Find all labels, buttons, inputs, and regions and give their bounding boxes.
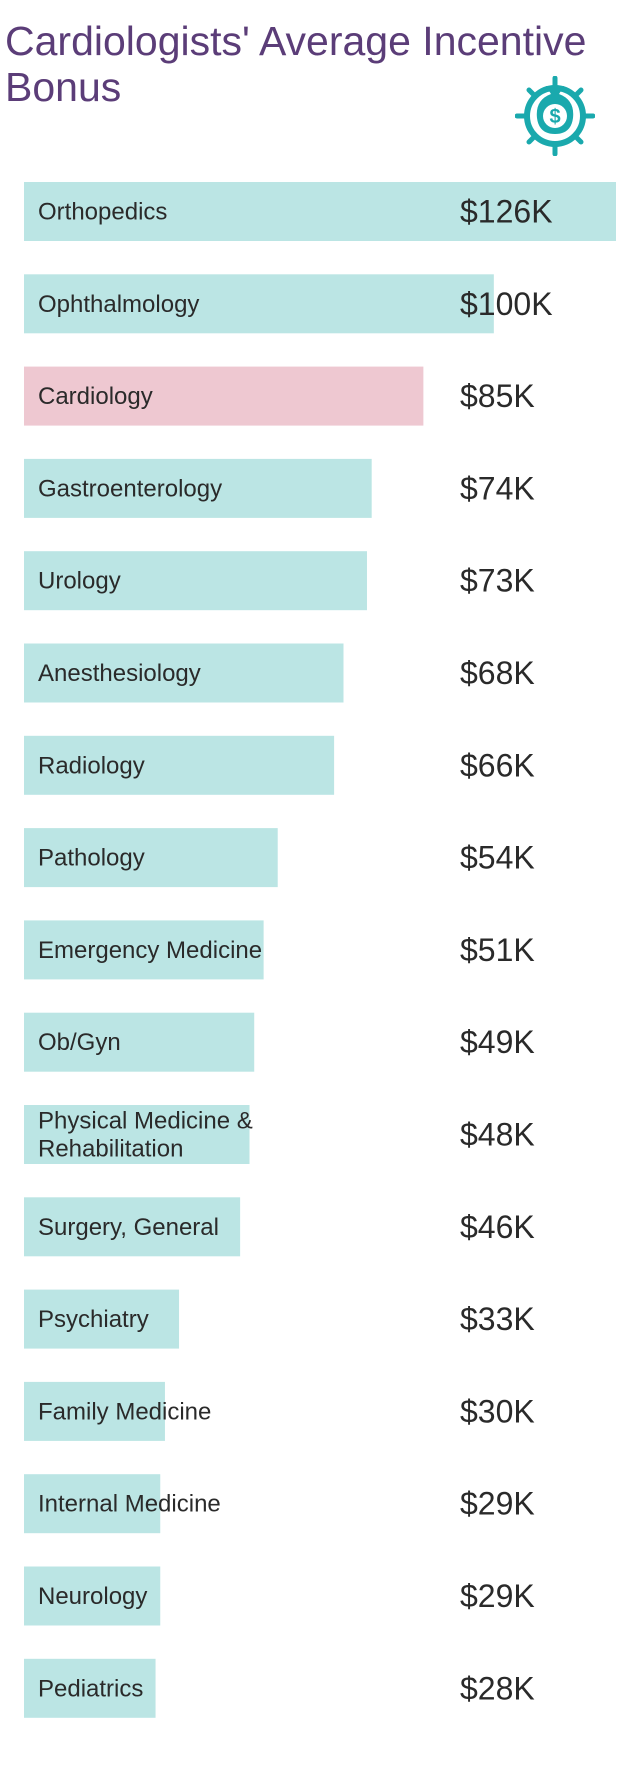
category-label: Physical Medicine & Rehabilitation — [38, 1108, 253, 1163]
value-label: $33K — [460, 1301, 535, 1337]
bar-10 — [24, 1105, 250, 1164]
value-label: $49K — [460, 1024, 535, 1060]
category-label: Surgery, General — [38, 1214, 219, 1241]
value-label: $51K — [460, 932, 535, 968]
bar-0 — [24, 182, 616, 241]
chart-title: Cardiologists' Average Incentive Bonus — [5, 18, 587, 110]
bar-16 — [24, 1658, 156, 1718]
bar-9 — [24, 1012, 255, 1072]
category-label: Psychiatry — [38, 1306, 149, 1333]
bar-7 — [24, 828, 278, 888]
bar-15 — [24, 1566, 161, 1626]
bar-8 — [24, 920, 264, 980]
category-label: Pediatrics — [38, 1675, 143, 1702]
category-label: Cardiology — [38, 383, 153, 410]
value-label: $126K — [460, 194, 553, 230]
value-label: $30K — [460, 1393, 535, 1429]
bar-6 — [24, 735, 335, 795]
category-label: Ob/Gyn — [38, 1029, 121, 1056]
value-label: $74K — [460, 470, 535, 506]
category-label: Gastroenterology — [38, 475, 222, 502]
value-label: $48K — [460, 1117, 535, 1153]
bar-11 — [24, 1197, 241, 1257]
category-label: Urology — [38, 568, 121, 595]
money-bag-target-icon: $ — [514, 75, 596, 157]
value-label: $66K — [460, 747, 535, 783]
bar-5 — [24, 643, 344, 703]
bar-4 — [24, 551, 367, 611]
bar-3 — [24, 458, 372, 518]
category-label: Ophthalmology — [38, 291, 199, 318]
svg-text:$: $ — [549, 106, 560, 128]
value-label: $28K — [460, 1670, 535, 1706]
value-label: $73K — [460, 563, 535, 599]
category-label: Neurology — [38, 1583, 147, 1610]
category-label: Anesthesiology — [38, 660, 201, 687]
category-label: Internal Medicine — [38, 1491, 221, 1518]
value-label: $46K — [460, 1209, 535, 1245]
category-label: Orthopedics — [38, 199, 167, 226]
category-label: Emergency Medicine — [38, 937, 262, 964]
value-label: $29K — [460, 1578, 535, 1614]
bar-12 — [24, 1289, 180, 1349]
bar-2 — [24, 366, 424, 426]
category-label: Radiology — [38, 752, 145, 779]
value-label: $85K — [460, 378, 535, 414]
value-label: $29K — [460, 1486, 535, 1522]
category-label: Pathology — [38, 845, 145, 872]
bar-14 — [24, 1474, 161, 1534]
value-label: $68K — [460, 655, 535, 691]
value-label: $100K — [460, 286, 553, 322]
category-label: Family Medicine — [38, 1398, 211, 1425]
value-label: $54K — [460, 840, 535, 876]
bar-1 — [24, 274, 494, 334]
bar-13 — [24, 1381, 165, 1441]
